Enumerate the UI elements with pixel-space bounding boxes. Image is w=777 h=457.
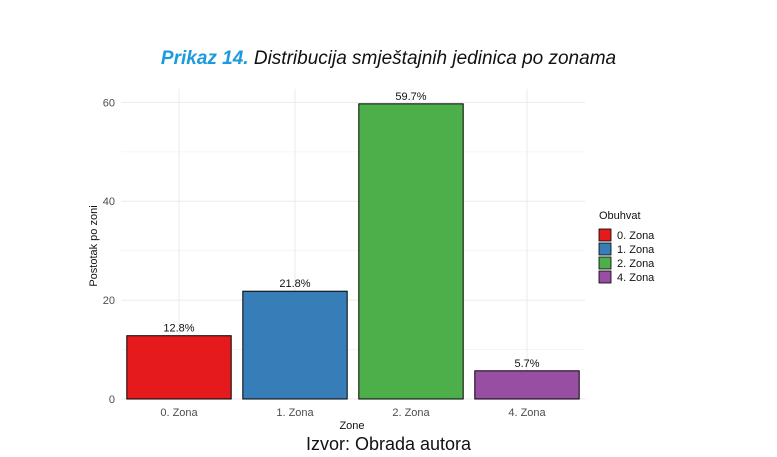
legend-entry-label: 1. Zona — [617, 244, 655, 256]
chart-title: Prikaz 14. Distribucija smještajnih jedi… — [0, 48, 777, 70]
bar-value-label: 12.8% — [163, 323, 194, 335]
x-tick-label: 2. Zona — [392, 407, 430, 419]
legend-swatch — [598, 228, 612, 242]
bar — [358, 103, 464, 400]
bar-value-label: 5.7% — [514, 358, 539, 370]
y-axis-ticks: 0 20 40 60 — [103, 97, 115, 406]
legend-title: Obuhvat — [599, 210, 641, 222]
x-tick-label: 4. Zona — [508, 407, 546, 419]
x-tick-label: 1. Zona — [276, 407, 314, 419]
bar — [242, 290, 348, 400]
legend-entry-label: 4. Zona — [617, 272, 655, 284]
chart-title-prefix: Prikaz 14. — [160, 48, 249, 69]
chart-title-text: Distribucija smještajnih jedinica po zon… — [253, 48, 617, 69]
bar-value-label: 21.8% — [279, 278, 310, 290]
bar-value-label: 59.7% — [395, 91, 426, 103]
legend: Obuhvat 0. Zona 1. Zona 2. Zona 4. Zona — [598, 210, 655, 284]
x-axis-title: Zone — [339, 420, 364, 432]
source-note: Izvor: Obrada autora — [305, 434, 472, 454]
x-tick-label: 0. Zona — [160, 407, 198, 419]
legend-swatch — [598, 256, 612, 270]
y-tick-label: 40 — [103, 196, 115, 208]
y-axis-title: Postotak po zoni — [88, 205, 100, 286]
bar — [126, 335, 232, 400]
bar — [474, 370, 580, 400]
y-tick-label: 0 — [109, 394, 115, 406]
y-tick-label: 60 — [103, 97, 115, 109]
x-axis-ticks: 0. Zona 1. Zona 2. Zona 4. Zona — [160, 407, 546, 419]
legend-swatch — [598, 242, 612, 256]
bars — [126, 103, 580, 400]
bar-value-labels: 12.8% 21.8% 59.7% 5.7% — [163, 91, 539, 370]
y-tick-label: 20 — [103, 295, 115, 307]
legend-entry-label: 2. Zona — [617, 258, 655, 270]
legend-swatch — [598, 270, 612, 284]
legend-entry-label: 0. Zona — [617, 230, 655, 242]
